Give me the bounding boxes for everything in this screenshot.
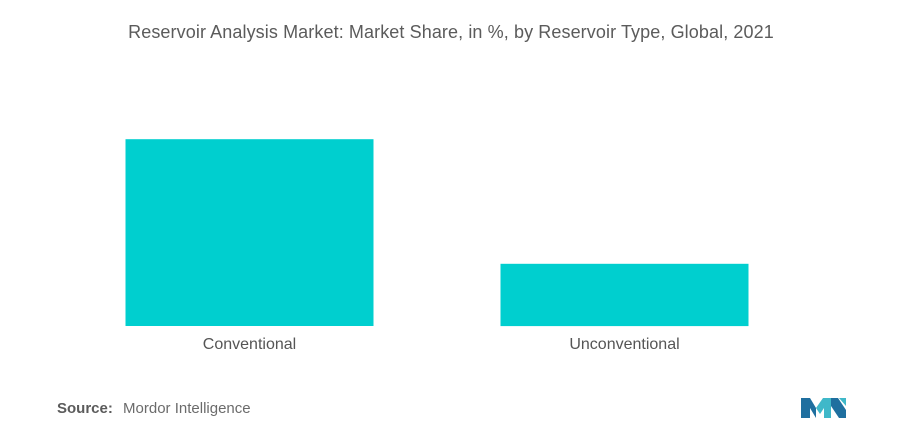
mordor-intelligence-logo-icon: [801, 398, 846, 418]
bar-unconventional: [500, 263, 749, 327]
chart-title: Reservoir Analysis Market: Market Share,…: [128, 22, 774, 42]
x-axis-labels: Conventional Unconventional: [203, 336, 680, 353]
x-tick-label-conventional: Conventional: [203, 336, 296, 353]
source-text: Mordor Intelligence: [123, 400, 251, 417]
source-label: Source:: [57, 400, 113, 417]
bar-group: [125, 139, 749, 327]
bar-conventional: [125, 139, 374, 326]
x-tick-label-unconventional: Unconventional: [569, 336, 679, 353]
source-note: Source: Mordor Intelligence: [57, 400, 251, 417]
